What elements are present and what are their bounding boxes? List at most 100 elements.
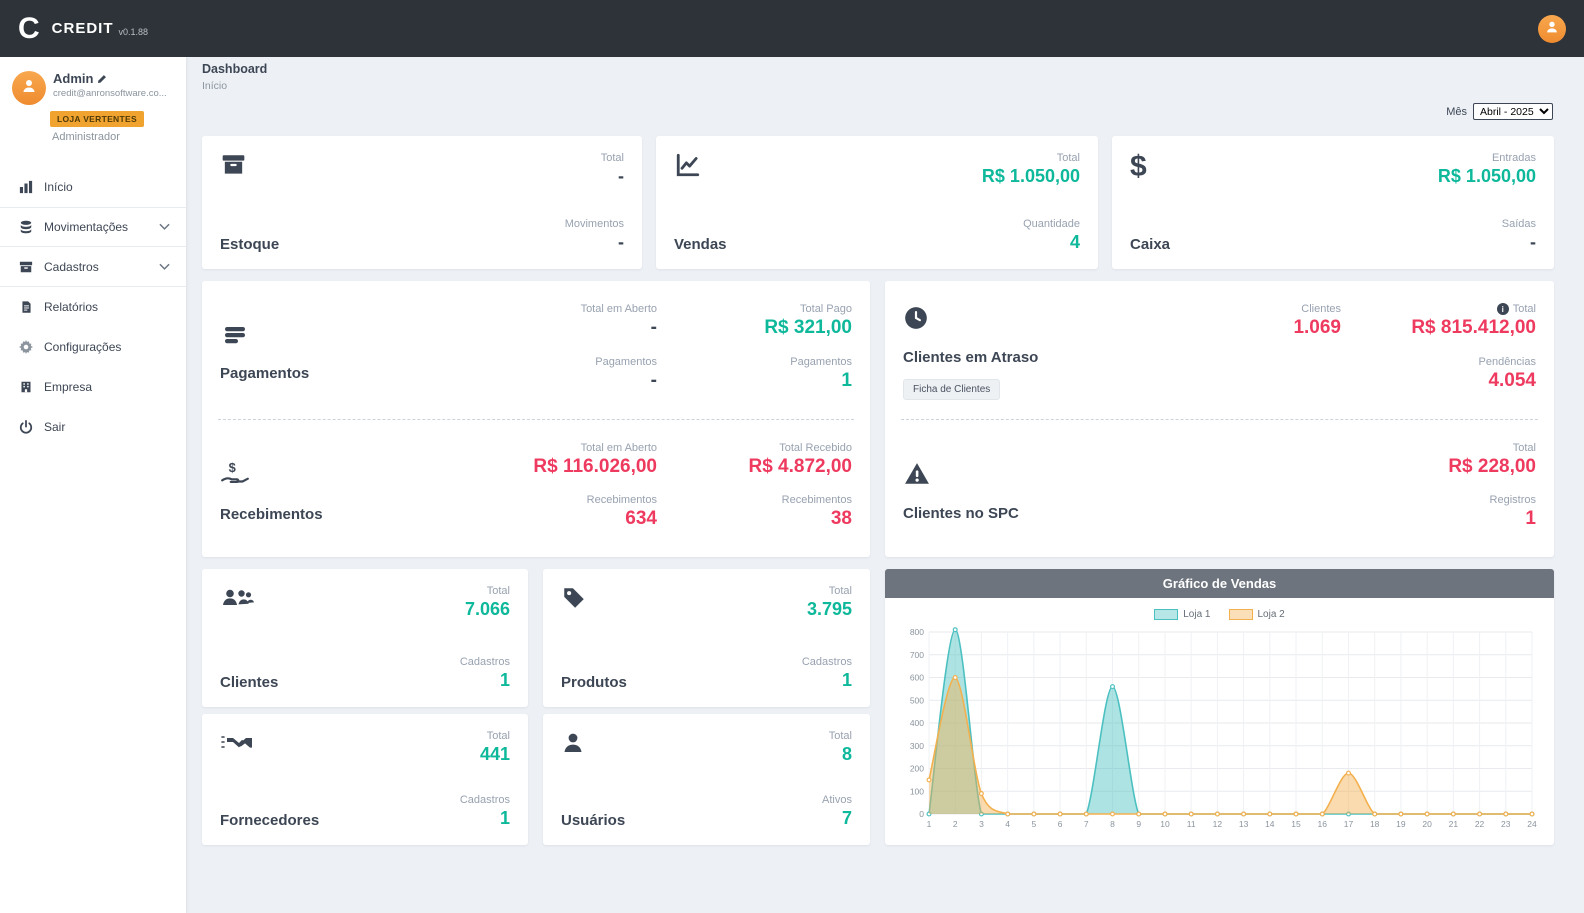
svg-text:8: 8 [1110, 819, 1115, 829]
caixa-card: $ Caixa Entradas R$ 1.050,00 Saídas - [1112, 136, 1554, 269]
chart-title: Gráfico de Vendas [885, 569, 1554, 598]
stat-value: 1 [499, 808, 510, 829]
svg-text:2: 2 [953, 819, 958, 829]
legend-label: Loja 2 [1257, 608, 1285, 620]
sidebar-item-cadastros[interactable]: Cadastros [0, 247, 186, 287]
user-avatar-button[interactable] [1538, 14, 1566, 43]
svg-text:100: 100 [910, 786, 924, 796]
stat: Pagamentos - [595, 356, 657, 392]
svg-text:11: 11 [1187, 819, 1196, 829]
stat: Total 3.795 [807, 585, 852, 620]
sales-chart-card: Gráfico de Vendas Loja 1 Loja 2 0 100 200 3… [885, 569, 1554, 845]
stat: Saídas - [1502, 218, 1536, 253]
sidebar-item-inicio[interactable]: Início [0, 167, 186, 207]
profile-role: Administrador [52, 131, 120, 143]
report-icon [16, 300, 36, 314]
stat-value: - [650, 317, 657, 338]
svg-text:$: $ [229, 460, 236, 475]
legend-swatch [1154, 608, 1179, 620]
user-icon [561, 730, 625, 761]
stat-label: Cadastros [459, 794, 510, 807]
sidebar-item-label: Movimentações [44, 220, 129, 234]
svg-text:800: 800 [910, 627, 924, 637]
svg-text:0: 0 [919, 809, 924, 819]
svg-text:300: 300 [910, 741, 924, 751]
sidebar-item-movimentacoes[interactable]: Movimentações [0, 207, 186, 247]
stat-label: Quantidade [1023, 218, 1080, 231]
stat-label: Saídas [1501, 218, 1536, 231]
warning-icon [903, 461, 931, 492]
card-title: Clientes [220, 674, 279, 691]
stat-value: 1 [841, 369, 852, 391]
stat-label: Pagamentos [595, 355, 657, 368]
stat-label: Pendências [1478, 355, 1537, 368]
svg-text:7: 7 [1084, 819, 1089, 829]
inventory-icon [220, 152, 279, 183]
sidebar-item-configuracoes[interactable]: Configurações [0, 327, 186, 367]
svg-text:500: 500 [910, 695, 924, 705]
stat-label: Total [600, 152, 624, 164]
legend-swatch [1228, 608, 1253, 620]
stat-value: R$ 815.412,00 [1411, 317, 1536, 339]
stat: Ativos 7 [822, 794, 852, 829]
stat-label: Recebimentos [781, 494, 852, 507]
user-icon [20, 77, 38, 100]
chevron-down-icon [159, 223, 170, 231]
stat-value: 441 [479, 744, 510, 764]
legend-item-loja2[interactable]: Loja 2 [1228, 608, 1285, 620]
stat-label: i Total [1411, 303, 1536, 316]
stat-label: Total [1512, 441, 1536, 454]
edit-profile-icon[interactable] [97, 73, 108, 84]
card-title: Estoque [220, 236, 280, 253]
usuarios-card: Usuários Total 8 Ativos 7 [543, 714, 870, 845]
chart-body: Loja 1 Loja 2 0 100 200 300 400 500 600 700 800 1… [885, 598, 1554, 845]
svg-text:12: 12 [1213, 819, 1223, 829]
month-label: Mês [1446, 105, 1467, 118]
legend-label: Loja 1 [1183, 608, 1211, 620]
card-title: Usuários [561, 812, 626, 829]
svg-text:1: 1 [927, 819, 932, 829]
stat-label: Ativos [822, 794, 852, 807]
stat: Total 8 [829, 730, 852, 765]
stat-label: Clientes [1301, 303, 1341, 315]
sidebar-item-relatorios[interactable]: Relatórios [0, 287, 186, 327]
stat: Recebimentos 38 [782, 494, 852, 530]
stat: Entradas R$ 1.050,00 [1438, 152, 1536, 187]
stat: Total Recebido R$ 4.872,00 [748, 442, 852, 478]
sidebar-item-label: Empresa [44, 380, 93, 394]
svg-text:18: 18 [1370, 819, 1380, 829]
vendas-card: Vendas Total R$ 1.050,00 Quantidade 4 [656, 136, 1098, 269]
chart-legend: Loja 1 Loja 2 [895, 604, 1544, 624]
stat: Total 441 [480, 730, 510, 765]
sidebar-item-label: Configurações [44, 340, 122, 354]
stat-value: 634 [625, 508, 657, 530]
profile-avatar[interactable] [12, 71, 46, 105]
ficha-clientes-button[interactable]: Ficha de Clientes [903, 379, 1001, 401]
users-icon [220, 585, 278, 616]
svg-text:21: 21 [1449, 819, 1459, 829]
sidebar-item-label: Início [44, 180, 73, 194]
stat: Recebimentos 634 [587, 494, 657, 530]
gear-icon [16, 340, 36, 354]
clientes-card: Clientes Total 7.066 Cadastros 1 [202, 569, 528, 707]
legend-item-loja1[interactable]: Loja 1 [1154, 608, 1211, 620]
sidebar-item-sair[interactable]: Sair [0, 407, 186, 447]
payments-icon [220, 323, 250, 352]
clientes-spc-section: Clientes no SPC Total R$ 228,00 Registro… [885, 420, 1554, 558]
tag-icon [561, 585, 627, 616]
app-logo: C [18, 11, 40, 45]
stat: Registros 1 [1490, 494, 1536, 530]
stat-value: 4 [1069, 232, 1080, 253]
sidebar-item-empresa[interactable]: Empresa [0, 367, 186, 407]
stat: Cadastros 1 [460, 794, 510, 829]
month-filter: Mês Abril - 2025 [1446, 103, 1553, 120]
stat-value: 1 [499, 670, 510, 691]
archive-icon [16, 260, 36, 274]
svg-text:9: 9 [1136, 819, 1141, 829]
app-version: v0.1.88 [118, 26, 149, 37]
month-select[interactable]: Abril - 2025 [1473, 103, 1553, 120]
info-icon: i [1496, 303, 1509, 316]
building-icon [16, 380, 36, 394]
svg-text:10: 10 [1160, 819, 1170, 829]
